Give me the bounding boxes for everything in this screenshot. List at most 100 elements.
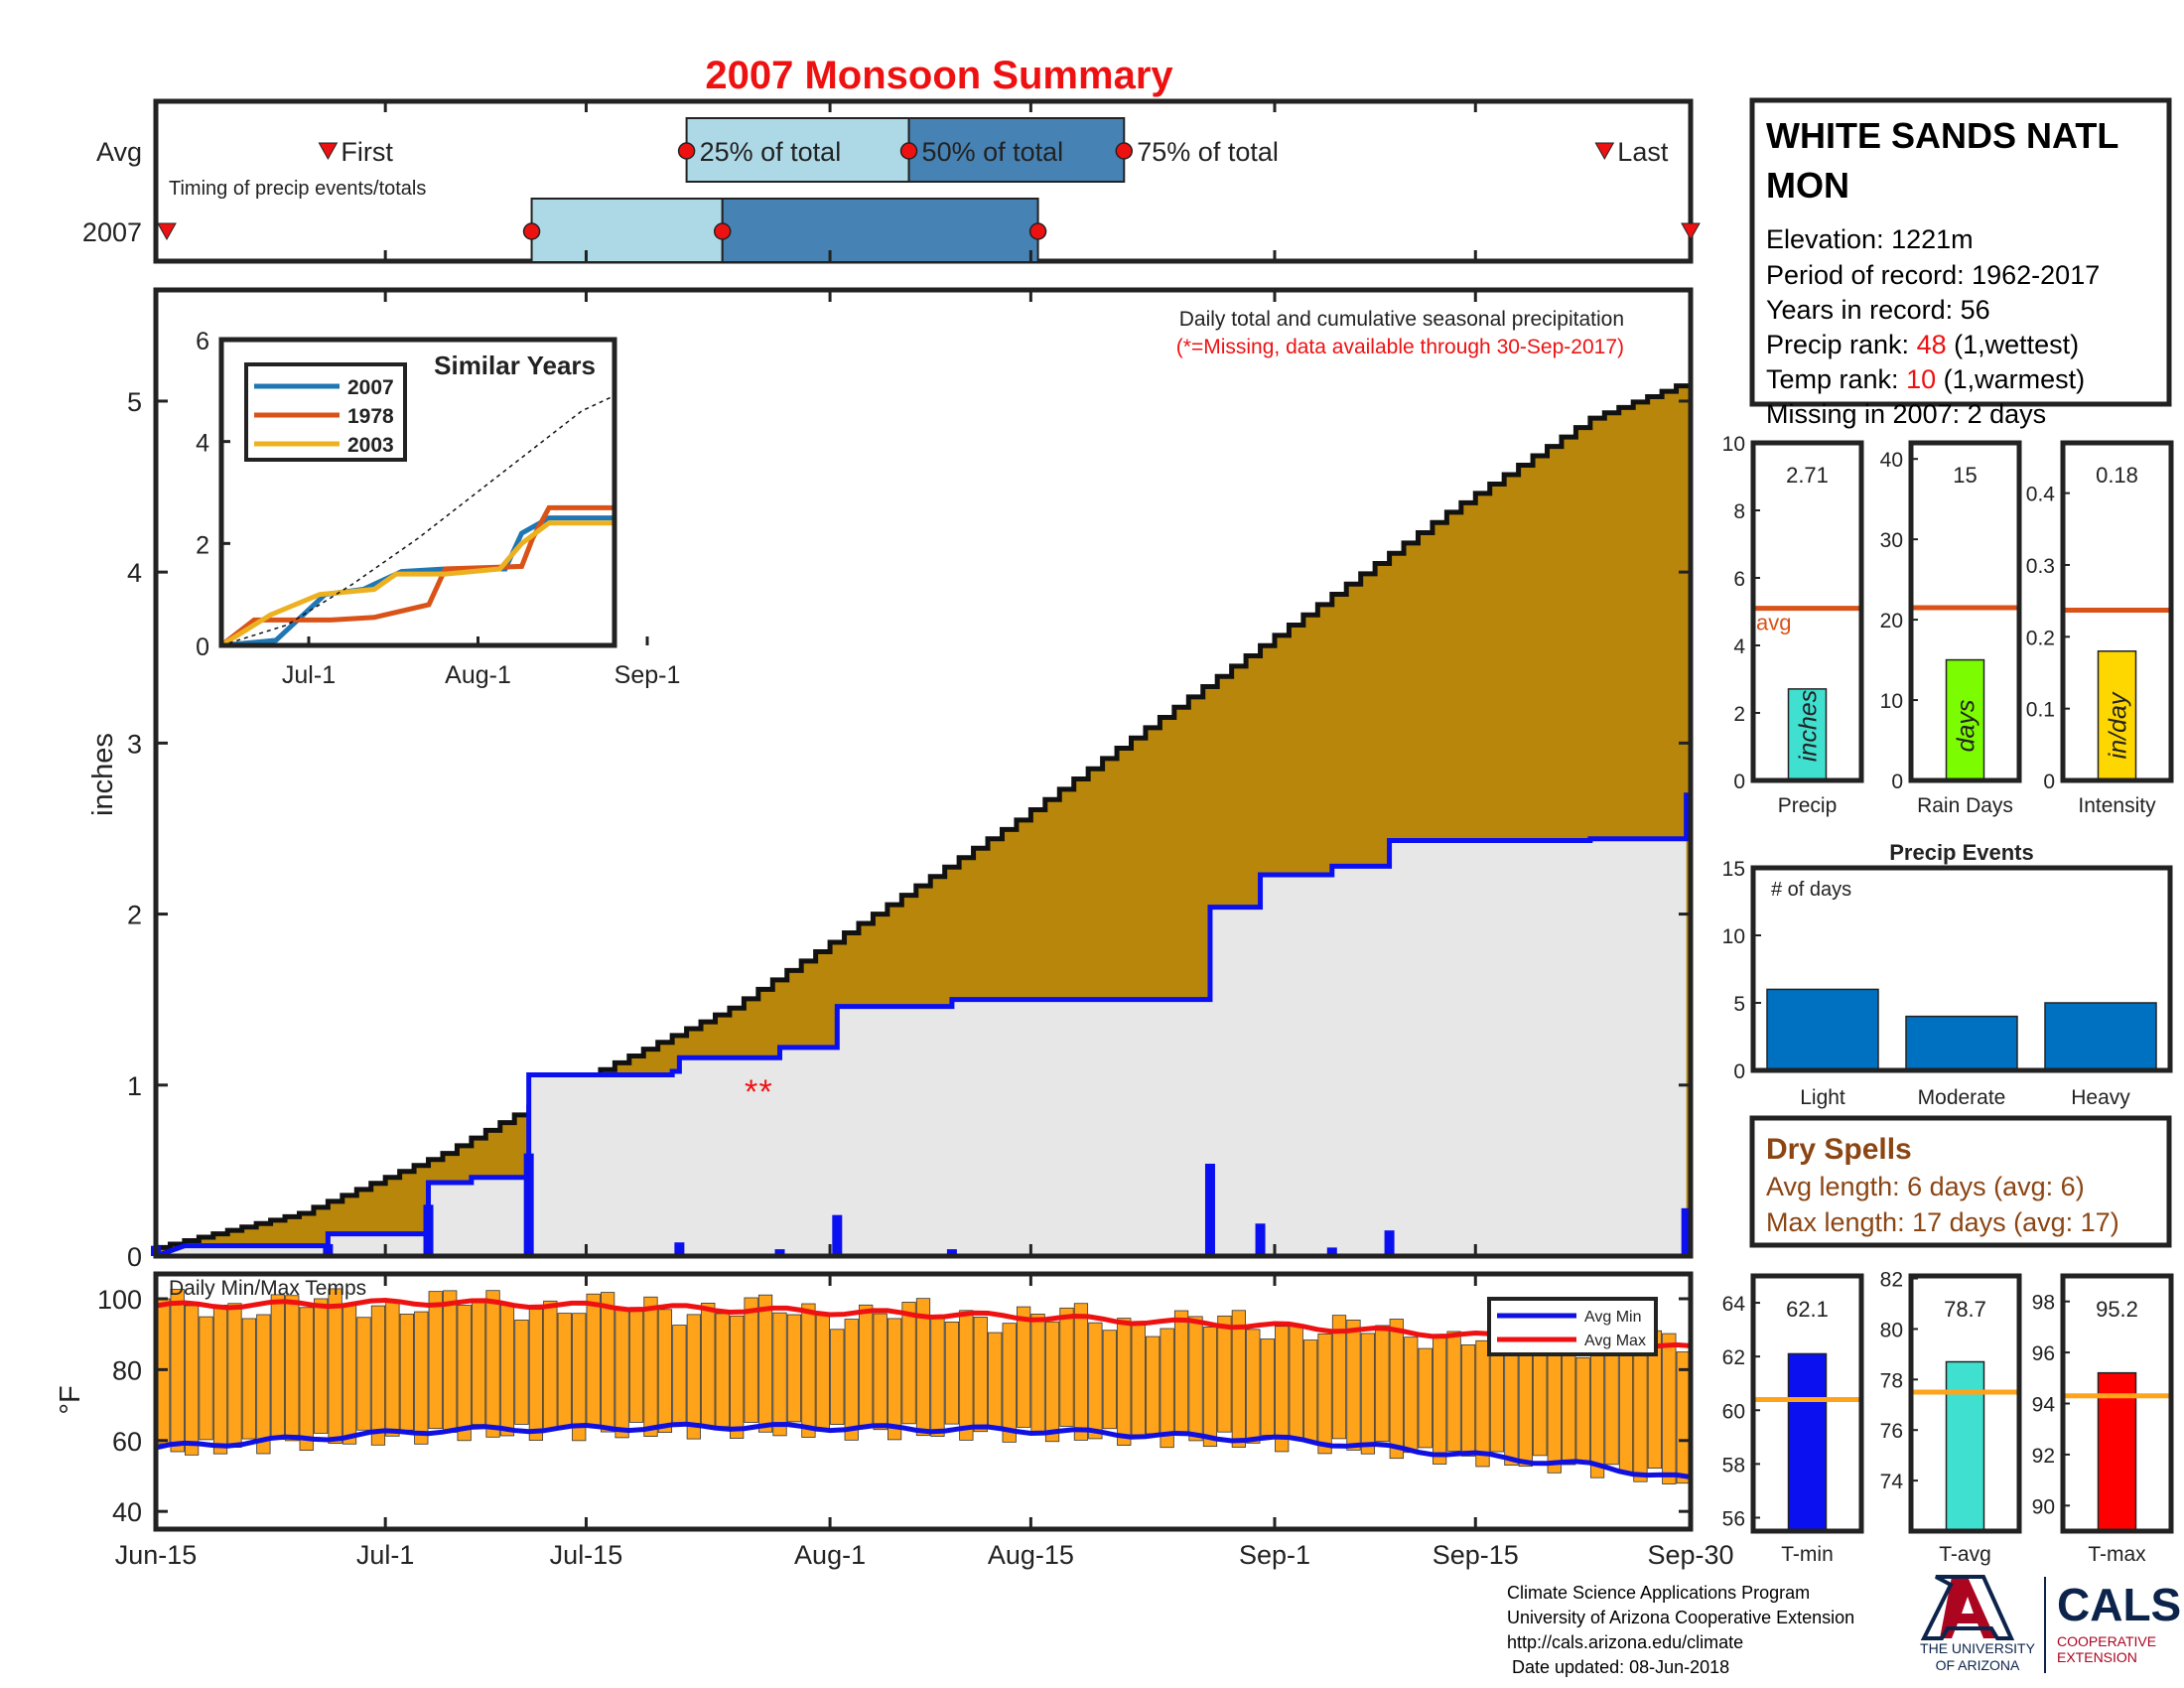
summary-ytick-label: 10 bbox=[1880, 690, 1903, 713]
daily-temp-bar bbox=[156, 1298, 171, 1445]
summary-avg-label: avg bbox=[1756, 611, 1791, 635]
timing-row-year: 2007 bbox=[82, 217, 142, 247]
temp-ylabel: °F bbox=[55, 1385, 86, 1414]
daily-temp-bar bbox=[212, 1304, 228, 1455]
university-of-arizona-logo: THE UNIVERSITY OF ARIZONA bbox=[1920, 1575, 2036, 1673]
year-marker-q50 bbox=[713, 222, 732, 240]
daily-temp-bar bbox=[471, 1300, 486, 1425]
timing-q50-label: 50% of total bbox=[922, 137, 1064, 167]
daily-temp-bar bbox=[1404, 1336, 1419, 1454]
temp-title: Daily Min/Max Temps bbox=[169, 1277, 366, 1300]
daily-temp-bar bbox=[1575, 1356, 1590, 1464]
events-title: Precip Events bbox=[1889, 840, 2034, 865]
event-bar-moderate bbox=[1905, 1015, 2018, 1071]
daily-temp-bar bbox=[1059, 1307, 1074, 1427]
main-ytick-label: 3 bbox=[127, 729, 142, 759]
daily-precip-bar bbox=[1384, 1230, 1395, 1256]
daily-temp-bar bbox=[1146, 1336, 1160, 1435]
timing-panel: First Last 25% of total 50% of total 75% of … bbox=[82, 98, 1701, 264]
daily-temp-bar bbox=[414, 1311, 429, 1445]
station-missing: Missing in 2007: 2 days bbox=[1766, 399, 2046, 429]
missing-marker: * bbox=[758, 1073, 771, 1111]
summary-ytick-label: 0.3 bbox=[2026, 555, 2055, 578]
daily-temp-bar bbox=[299, 1307, 314, 1452]
station-precip-rank: Precip rank: 48 (1,wettest) bbox=[1766, 330, 2079, 359]
tsummary-xlabel: T-max bbox=[2088, 1543, 2146, 1566]
tsummary-value-label: 62.1 bbox=[1786, 1297, 1829, 1322]
avg-cumulative-line bbox=[156, 380, 1694, 1250]
daily-temp-bar bbox=[443, 1290, 458, 1433]
date-tick-label: Sep-15 bbox=[1433, 1540, 1519, 1570]
main-missing-note: (*=Missing, data available through 30-Se… bbox=[1176, 336, 1624, 358]
inset-xtick-label: Sep-1 bbox=[614, 661, 681, 689]
daily-temp-bar bbox=[1375, 1325, 1390, 1443]
year-cumulative-line bbox=[155, 792, 1690, 1259]
year-last-marker bbox=[1681, 222, 1701, 241]
daily-temp-bar bbox=[1289, 1325, 1303, 1441]
daily-temp-bar bbox=[686, 1314, 701, 1440]
daily-temp-bar bbox=[1088, 1322, 1103, 1440]
daily-temp-bar bbox=[285, 1295, 300, 1442]
temperature-summary-bars: 56 58 60 62 64 62.1 T-min 74 76 78 80 82 78.7 T-avg 90… bbox=[1722, 1269, 2174, 1566]
daily-temp-bar bbox=[1102, 1330, 1117, 1430]
date-tick-label: Jul-15 bbox=[550, 1540, 623, 1570]
summary-xlabel: Intensity bbox=[2078, 794, 2156, 817]
temp-ytick-label: 100 bbox=[97, 1285, 142, 1315]
inset-ytick-label: 6 bbox=[196, 328, 209, 355]
daily-temp-bar bbox=[1676, 1351, 1691, 1484]
daily-temp-bar bbox=[1188, 1316, 1203, 1442]
station-elevation: Elevation: 1221m bbox=[1766, 224, 1974, 254]
year-box-50-75 bbox=[721, 198, 1039, 263]
summary-bars: 0 2 4 6 8 10 2.71 inches Precip avg 0 10 20 30 40 15 day… bbox=[1722, 433, 2174, 817]
temp-ytick-label: 80 bbox=[112, 1355, 142, 1385]
cals-logo: CALS COOPERATIVE EXTENSION bbox=[2044, 1577, 2181, 1673]
station-years: Years in record: 56 bbox=[1766, 295, 1990, 325]
summary-frame bbox=[1908, 440, 2022, 783]
daily-temp-bar bbox=[1131, 1321, 1146, 1436]
inset-line-2003 bbox=[219, 520, 614, 648]
daily-temp-bar bbox=[786, 1314, 802, 1423]
dry-spells-title: Dry Spells bbox=[1766, 1133, 1912, 1166]
daily-temp-bar bbox=[514, 1320, 529, 1425]
dry-spells-avg: Avg length: 6 days (avg: 6) bbox=[1766, 1172, 2085, 1201]
inset-ytick-label: 0 bbox=[196, 633, 209, 661]
inset-avg-line bbox=[220, 394, 615, 646]
daily-temp-bar bbox=[370, 1305, 386, 1446]
events-ytick-label: 15 bbox=[1722, 858, 1745, 881]
daily-temp-bar bbox=[1017, 1306, 1031, 1428]
cals-sub1: COOPERATIVE bbox=[2057, 1633, 2156, 1649]
daily-temp-bar bbox=[1160, 1328, 1174, 1449]
summary-frame bbox=[1750, 440, 1864, 783]
daily-precip-bar bbox=[1204, 1164, 1215, 1256]
daily-temp-bar bbox=[1562, 1344, 1576, 1466]
daily-temp-bar bbox=[256, 1314, 271, 1455]
tsummary-value-label: 78.7 bbox=[1944, 1297, 1986, 1322]
daily-temp-bar bbox=[1317, 1333, 1332, 1455]
daily-temp-bar bbox=[199, 1316, 213, 1441]
summary-ytick-label: 40 bbox=[1880, 449, 1903, 472]
summary-ytick-label: 8 bbox=[1733, 500, 1745, 523]
summary-ytick-label: 10 bbox=[1722, 433, 1745, 456]
daily-temp-bar bbox=[328, 1288, 342, 1445]
inset-xtick-label: Jul-1 bbox=[282, 661, 336, 689]
daily-temp-bar bbox=[385, 1300, 400, 1437]
daily-temp-bar bbox=[1275, 1326, 1290, 1453]
year-marker-q75 bbox=[1028, 222, 1047, 240]
avg-marker-q75 bbox=[1115, 142, 1134, 160]
daily-temp-bar bbox=[1002, 1323, 1017, 1443]
daily-temp-bar bbox=[1044, 1321, 1060, 1443]
avg-first-marker bbox=[318, 142, 339, 161]
daily-temp-bar bbox=[399, 1314, 414, 1431]
daily-precip-bar bbox=[774, 1249, 785, 1256]
year-marker-q25 bbox=[522, 222, 541, 240]
station-name-line2: MON bbox=[1766, 165, 1849, 206]
dry-spells-max: Max length: 17 days (avg: 17) bbox=[1766, 1207, 2119, 1237]
date-tick-label: Aug-15 bbox=[988, 1540, 1074, 1570]
timing-first-label: First bbox=[341, 137, 393, 167]
daily-temp-bar bbox=[170, 1289, 185, 1453]
station-period: Period of record: 1962-2017 bbox=[1766, 260, 2100, 290]
station-temp-rank: Temp rank: 10 (1,warmest) bbox=[1766, 364, 2085, 394]
page-title: 2007 Monsoon Summary bbox=[705, 54, 1173, 97]
summary-value-label: 2.71 bbox=[1786, 463, 1829, 488]
daily-temp-bar bbox=[1433, 1335, 1447, 1465]
